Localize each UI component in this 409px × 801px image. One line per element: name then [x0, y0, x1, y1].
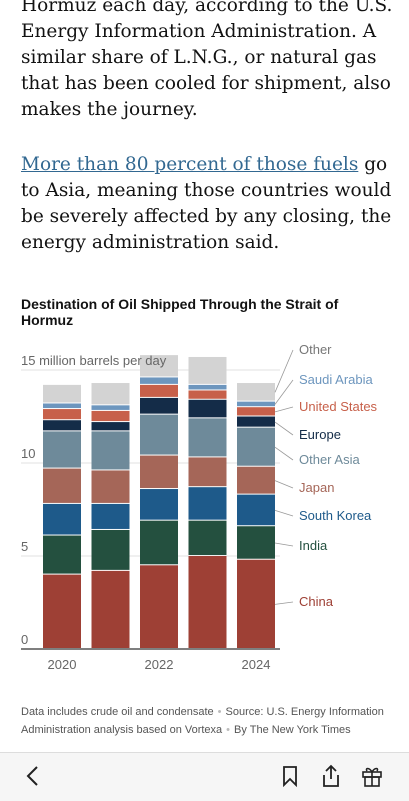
legend-leader-united-states	[274, 406, 294, 413]
fuels-link[interactable]: More than 80 percent of those fuels	[21, 154, 359, 175]
legend-india: India	[299, 538, 328, 553]
legend-other-asia: Other Asia	[299, 452, 360, 467]
bar-segment-saudi-arabia-2023	[188, 384, 227, 390]
bar-segment-europe-2024	[237, 416, 275, 427]
bar-segment-europe-2022	[140, 397, 178, 414]
share-icon[interactable]	[316, 761, 346, 791]
bottom-toolbar	[0, 752, 409, 801]
bookmark-icon[interactable]	[275, 761, 305, 791]
x-tick-label: 2024	[242, 657, 271, 672]
bar-segment-japan-2023	[188, 457, 227, 487]
legend-leader-other-asia	[274, 446, 294, 461]
y-tick-label: 15 million barrels per day	[21, 353, 167, 368]
bar-segment-india-2024	[237, 526, 275, 559]
bar-segment-other-asia-2021	[91, 431, 130, 470]
bar-segment-other-2020	[43, 384, 81, 403]
article-paragraph-2: More than 80 percent of those fuels go t…	[21, 152, 396, 256]
bar-segment-other-2024	[237, 383, 275, 401]
legend-leader-china	[274, 601, 294, 605]
bar-segment-south-korea-2023	[188, 487, 227, 520]
legend-other: Other	[299, 342, 332, 357]
x-tick-label: 2020	[48, 657, 77, 672]
bar-segment-china-2024	[237, 559, 275, 648]
bar-segment-united-states-2022	[140, 384, 178, 397]
bar-segment-south-korea-2024	[237, 494, 275, 526]
legend-south-korea: South Korea	[299, 508, 372, 523]
x-tick-label: 2022	[145, 657, 174, 672]
legend-japan: Japan	[299, 480, 334, 495]
legend-leader-europe	[274, 421, 294, 436]
bar-segment-united-states-2024	[237, 407, 275, 416]
bar-segment-south-korea-2021	[91, 503, 130, 529]
article-paragraph-1: Hormuz each day, according to the U.S. E…	[21, 0, 393, 120]
footnote-note: Data includes crude oil and condensate	[21, 706, 214, 718]
bar-segment-china-2023	[188, 556, 227, 648]
bar-segment-japan-2021	[91, 470, 130, 503]
bar-segment-india-2020	[43, 535, 81, 574]
bar-segment-china-2021	[91, 570, 130, 648]
footnote-source: Source: U.S. Energy Information Administ…	[21, 706, 384, 736]
legend-leader-india	[274, 542, 294, 547]
bar-segment-india-2022	[140, 520, 178, 565]
bar-segment-europe-2020	[43, 420, 81, 431]
gift-icon[interactable]	[357, 761, 387, 791]
bar-segment-china-2020	[43, 574, 81, 648]
bar-segment-europe-2023	[188, 399, 227, 418]
bar-segment-india-2023	[188, 520, 227, 555]
bar-segment-china-2022	[140, 565, 178, 648]
y-tick-label: 10	[21, 446, 35, 461]
stacked-bar-chart: 0 5 10 15 million barrels per day 2020 2022 20…	[21, 342, 378, 672]
bar-segment-south-korea-2020	[43, 503, 81, 535]
bar-segment-other-2022	[140, 355, 178, 377]
back-arrow-icon[interactable]	[18, 761, 48, 791]
article-paragraph-2-text: go to Asia, meaning those countries woul…	[21, 154, 392, 253]
bar-segment-japan-2024	[237, 466, 275, 494]
bar-segment-india-2021	[91, 529, 130, 570]
legend-leader-other	[274, 349, 294, 393]
bar-segment-saudi-arabia-2022	[140, 377, 178, 384]
bar-segment-japan-2020	[43, 468, 81, 503]
legend-saudi-arabia: Saudi Arabia	[299, 372, 373, 387]
bar-segment-saudi-arabia-2024	[237, 401, 275, 407]
bar-segment-europe-2021	[91, 422, 130, 431]
legend-leader-south-korea	[274, 510, 294, 517]
bar-segment-other-asia-2022	[140, 414, 178, 455]
y-tick-label: 0	[21, 632, 28, 647]
footnote-byline: By The New York Times	[234, 724, 351, 736]
legend-united-states: United States	[299, 399, 378, 414]
y-tick-label: 5	[21, 539, 28, 554]
bar-segment-saudi-arabia-2021	[91, 405, 130, 410]
legend-europe: Europe	[299, 427, 341, 442]
bar-segment-other-asia-2024	[237, 427, 275, 466]
bar-segment-other-2021	[91, 383, 130, 405]
chart-title: Destination of Oil Shipped Through the S…	[21, 296, 339, 328]
bar-segment-other-asia-2020	[43, 431, 81, 468]
bar-segment-south-korea-2022	[140, 489, 178, 520]
bar-segment-japan-2022	[140, 455, 178, 489]
bar-segment-united-states-2020	[43, 409, 81, 420]
legend-leader-japan	[274, 480, 294, 489]
legend-china: China	[299, 594, 334, 609]
legend-leader-saudi-arabia	[274, 379, 294, 405]
bar-segment-other-asia-2023	[188, 418, 227, 457]
bar-segment-united-states-2023	[188, 390, 227, 399]
bar-segment-other-2023	[188, 356, 227, 384]
bar-segment-saudi-arabia-2020	[43, 403, 81, 409]
bar-segment-united-states-2021	[91, 410, 130, 422]
chart-footnote: Data includes crude oil and condensate • S…	[21, 706, 384, 736]
